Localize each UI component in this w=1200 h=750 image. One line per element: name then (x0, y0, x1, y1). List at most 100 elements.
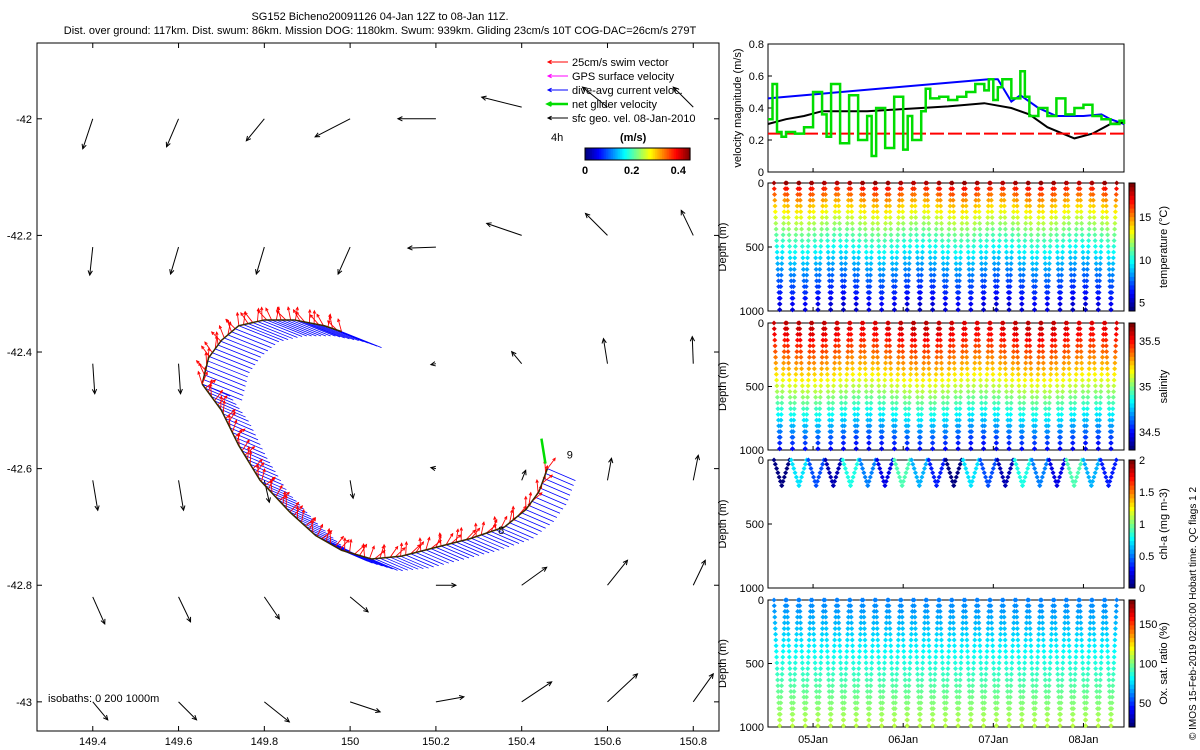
profile-point (809, 320, 815, 326)
profile-point (838, 249, 844, 255)
profile-colorbar-cell (1129, 566, 1135, 572)
profile-point (995, 400, 1001, 406)
geo-vector-arrow-shaft (602, 338, 608, 364)
profile-point (810, 197, 816, 203)
profile-point (881, 400, 887, 406)
geo-vector-arrow-shaft (585, 213, 608, 236)
profile-point (822, 192, 828, 198)
map-colorbar-cell (586, 148, 590, 160)
profile-point (933, 238, 939, 244)
profile-point (1045, 301, 1051, 307)
profile-colorbar-cell (1129, 339, 1135, 345)
swim-vector-shaft (334, 536, 344, 547)
profile-point (836, 343, 842, 349)
profile-point (945, 255, 951, 261)
profile-point (976, 349, 982, 355)
profile-colorbar-cell (1129, 494, 1135, 499)
swim-vector-head (201, 345, 205, 350)
profile-point (811, 209, 817, 215)
profile-point (895, 232, 901, 238)
swim-vector-shaft (445, 533, 454, 545)
profile-point (785, 349, 791, 355)
profile-point (994, 423, 1000, 429)
geo-vector-arrow (337, 246, 351, 276)
profile-point (931, 411, 937, 417)
swim-vector-head (195, 360, 200, 364)
profile-point (985, 349, 991, 355)
profile-point (787, 255, 793, 261)
profile-point (920, 238, 926, 244)
profile-point (799, 238, 805, 244)
profile-point (924, 192, 930, 198)
swim-vector-shaft (374, 550, 386, 560)
profile-point (887, 354, 893, 360)
profile-point (805, 383, 811, 389)
profile-point (816, 289, 822, 295)
profile-point (908, 366, 914, 372)
profile-point (995, 266, 1001, 272)
profile-point (988, 192, 994, 198)
swim-vector (275, 484, 283, 498)
profile-point (989, 203, 995, 209)
profile-point (1078, 203, 1084, 209)
profile-point (887, 203, 893, 209)
profile-point (950, 326, 956, 332)
profile-colorbar-frame (1128, 182, 1136, 312)
profile-point (880, 417, 886, 423)
profile-point (953, 266, 959, 272)
profile-point (803, 284, 809, 290)
profile-point (773, 354, 779, 360)
profile-point (798, 215, 804, 221)
profile-point (915, 261, 921, 267)
profile-y-axis-label: Depth (m) (717, 639, 729, 688)
profile-point (965, 243, 971, 249)
profile-colorbar-cell (1129, 477, 1135, 482)
profile-point (931, 278, 937, 284)
legend-arrow (546, 59, 568, 65)
profile-point (997, 371, 1003, 377)
profile-point (861, 349, 867, 355)
swim-vector-head (528, 491, 533, 496)
profile-point (773, 360, 779, 366)
profile-point (909, 343, 915, 349)
swim-vector-head (215, 331, 219, 336)
profile-point (927, 394, 933, 400)
profile-point (947, 349, 953, 355)
profile-point (926, 238, 932, 244)
swim-vector-head (276, 306, 280, 311)
profile-point (1096, 284, 1102, 290)
swim-vector-shaft (541, 474, 553, 484)
map-colorbar-cell (630, 148, 633, 160)
current-vector (525, 509, 554, 523)
profile-point (945, 383, 951, 389)
map-colorbar-cell (621, 148, 625, 160)
profile-colorbar-cell (1129, 528, 1135, 534)
profile-point (879, 429, 885, 435)
profile-point (943, 434, 949, 440)
profile-point (863, 232, 869, 238)
profile-point (944, 266, 950, 272)
profile-point (803, 434, 809, 440)
swim-vector-head (244, 311, 248, 316)
profile-point (989, 354, 995, 360)
profile-point (843, 383, 849, 389)
map-colorbar-cell (658, 148, 661, 160)
profile-point (1001, 192, 1007, 198)
swim-vector-head (310, 519, 314, 524)
current-vector (282, 504, 311, 517)
glider-track-line (201, 383, 549, 560)
profile-point (1022, 243, 1028, 249)
profile-point (983, 400, 989, 406)
profile-point (791, 417, 797, 423)
profile-point (977, 366, 983, 372)
swim-vector-shaft (257, 464, 259, 478)
profile-colorbar-cell (1129, 352, 1135, 358)
profile-point (840, 307, 846, 313)
geo-vector-arrow (480, 95, 522, 108)
profile-point (977, 238, 983, 244)
profile-colorbar-cell (1129, 642, 1135, 648)
profile-point (1007, 284, 1013, 290)
profile-point (924, 326, 930, 332)
swim-vector-head (219, 389, 223, 394)
profile-point (829, 284, 835, 290)
